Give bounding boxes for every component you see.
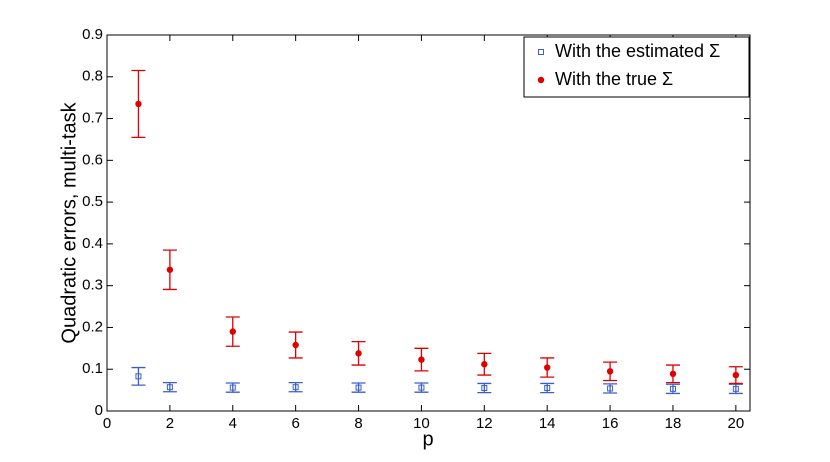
data-point [229, 384, 236, 391]
x-tick-label: 0 [103, 415, 111, 432]
data-point [543, 364, 551, 371]
x-tick-label: 6 [291, 415, 299, 432]
y-tick-label: 0.3 [82, 277, 103, 294]
x-tick-label: 10 [413, 415, 430, 432]
data-point [669, 370, 677, 378]
data-point [292, 341, 299, 349]
data-point [166, 266, 174, 273]
y-tick-label: 0.6 [82, 151, 103, 168]
data-point [355, 384, 362, 391]
x-tick-label: 4 [229, 415, 237, 432]
x-tick-label: 12 [476, 415, 493, 432]
data-point [544, 385, 551, 392]
error-bar [728, 383, 743, 395]
data-point [481, 385, 488, 392]
data-point [229, 328, 236, 335]
data-point [481, 361, 488, 368]
error-bar [477, 382, 492, 394]
data-point [418, 384, 425, 391]
data-point [732, 371, 740, 379]
x-tick-label: 20 [728, 415, 745, 432]
legend-marker [538, 49, 544, 55]
x-tick-label: 16 [602, 415, 619, 432]
x-tick-label: 18 [665, 415, 682, 432]
error-bar [665, 383, 680, 395]
data-point [607, 385, 614, 392]
y-tick-label: 0.7 [82, 110, 103, 127]
data-point [135, 100, 142, 108]
plot-frame [106, 34, 751, 412]
error-bar [162, 381, 177, 393]
error-bar [603, 383, 618, 394]
data-point [292, 384, 299, 391]
y-axis-label: Quadratic errors, multi-task [58, 101, 80, 343]
data-point [418, 356, 425, 363]
y-tick-label: 0.2 [82, 318, 103, 335]
data-point [355, 350, 362, 357]
data-point [669, 385, 676, 392]
error-bar [540, 382, 555, 394]
legend-label: With the estimated Σ [555, 41, 720, 61]
error-bar [414, 382, 429, 393]
error-bar [131, 366, 146, 386]
x-axis-label: p [422, 428, 433, 450]
x-tick-label: 14 [539, 415, 556, 432]
legend-box [523, 36, 750, 98]
y-tick-label: 0 [95, 402, 103, 419]
error-bar [288, 381, 303, 393]
y-tick-label: 0.8 [82, 68, 103, 85]
data-point [166, 384, 173, 391]
y-tick-label: 0.4 [82, 235, 103, 252]
error-bar [225, 382, 240, 393]
error-bar [351, 382, 366, 393]
x-tick-label: 2 [166, 415, 174, 432]
legend-marker [537, 76, 545, 84]
data-point [135, 373, 142, 380]
y-tick-label: 0.5 [82, 193, 103, 210]
y-tick-label: 0.1 [82, 360, 103, 377]
data-point [606, 368, 614, 375]
legend-label: With the true Σ [555, 69, 673, 89]
y-tick-label: 0.9 [82, 26, 103, 43]
data-point [732, 385, 739, 392]
x-tick-label: 8 [354, 415, 362, 432]
